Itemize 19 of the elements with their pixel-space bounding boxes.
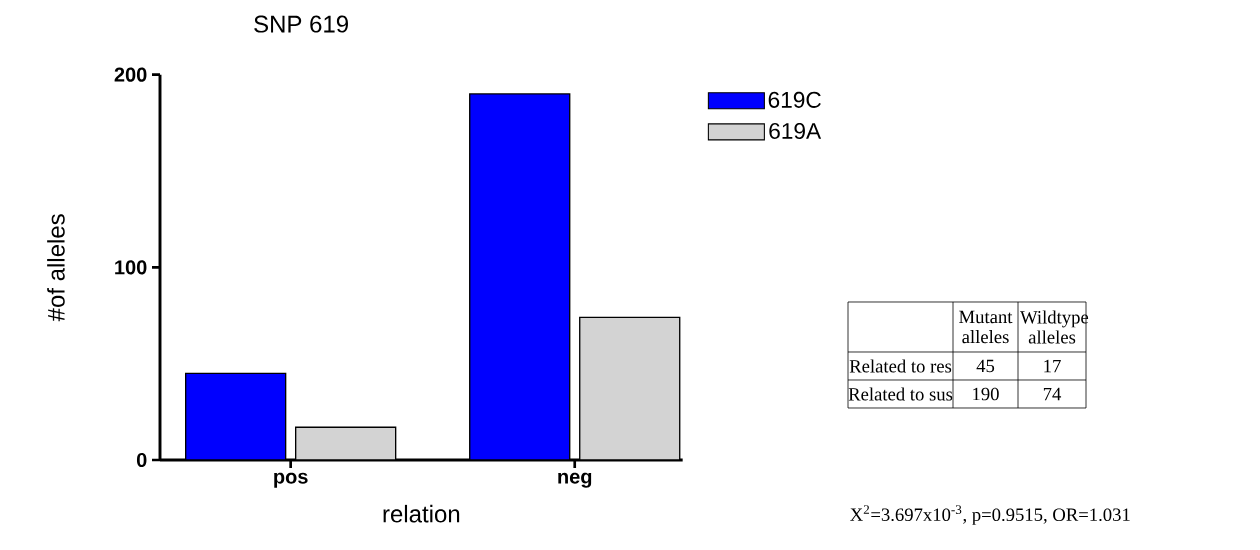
legend-label: 619C bbox=[768, 91, 821, 108]
text: 74 bbox=[1043, 387, 1062, 401]
legend-label: 619A bbox=[769, 122, 822, 140]
x-tick-label: neg bbox=[558, 472, 592, 488]
y-tick-label: 100 bbox=[115, 260, 147, 275]
text: X$^{2}$=3.697x10$^{-3}$, p=0.9515, OR=1.031 bbox=[850, 505, 1130, 525]
x-axis-title: relation bbox=[383, 504, 460, 523]
text: Mutant alleles bbox=[959, 310, 1013, 344]
text: 190 bbox=[973, 387, 999, 401]
x-tick-label: pos bbox=[274, 472, 308, 488]
y-tick-label: 0 bbox=[136, 452, 147, 468]
y-axis-title: #of alleles bbox=[47, 214, 65, 322]
text: 45 bbox=[976, 359, 995, 373]
text: Related to res bbox=[849, 359, 952, 373]
text: Wildtype alleles bbox=[1020, 310, 1089, 344]
text: Related to sus bbox=[848, 387, 953, 401]
y-tick-label: 200 bbox=[114, 67, 147, 82]
text: 17 bbox=[1044, 359, 1061, 373]
chart-title: SNP 619 bbox=[254, 15, 348, 33]
